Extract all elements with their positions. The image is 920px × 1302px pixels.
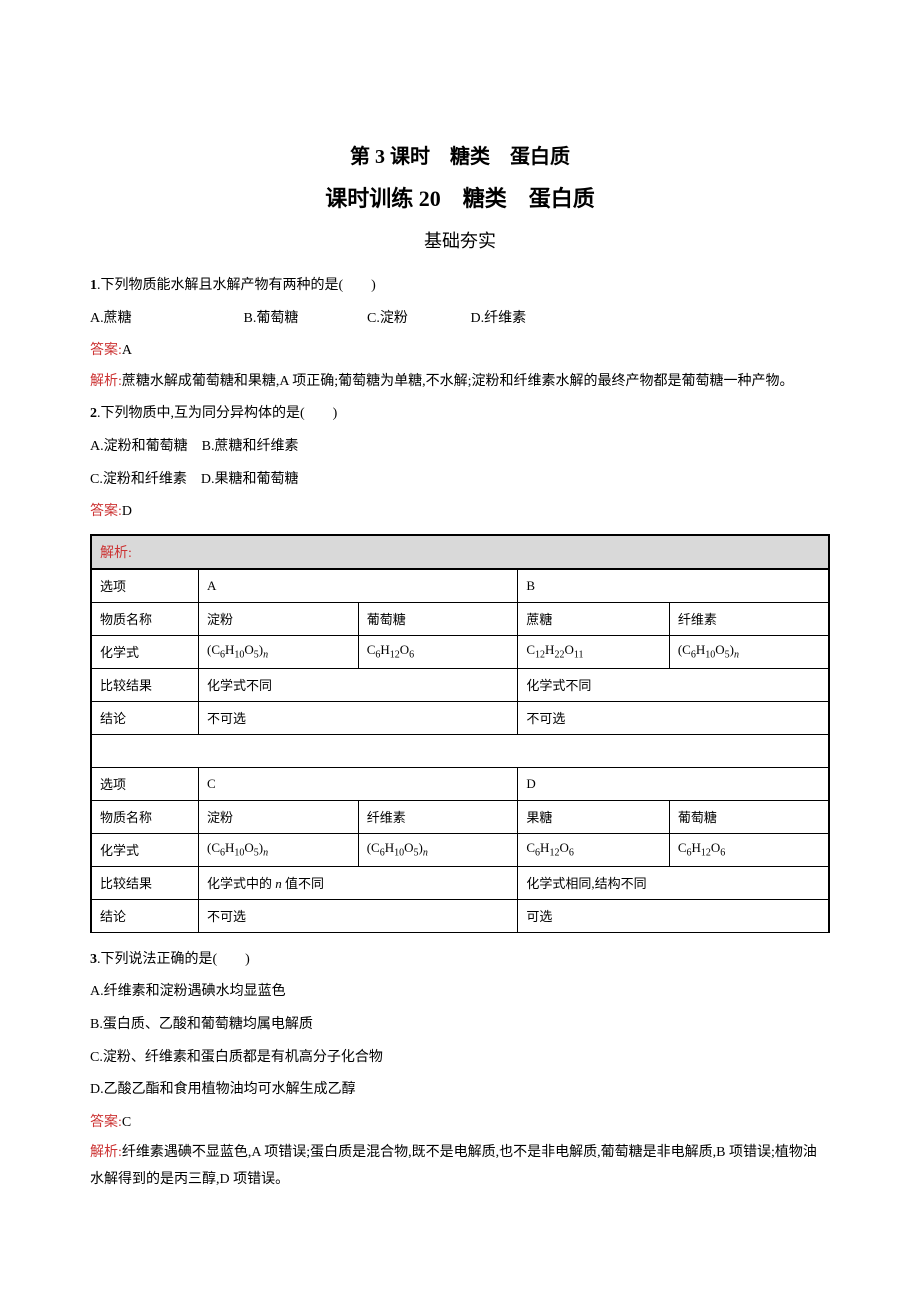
- q3-opt-d: D.乙酸乙酯和食用植物油均可水解生成乙醇: [90, 1077, 830, 1104]
- name-c2: 纤维素: [358, 800, 518, 833]
- q3-explanation: 解析:纤维素遇碘不显蓝色,A 项错误;蛋白质是混合物,既不是电解质,也不是非电解…: [90, 1140, 830, 1193]
- formula-a1: (C6H10O5)n: [199, 635, 359, 668]
- name-b2: 纤维素: [669, 602, 828, 635]
- q3-answer: 答案:C: [90, 1110, 830, 1137]
- compare-b: 化学式不同: [518, 668, 828, 701]
- answer-label: 答案:: [90, 504, 122, 519]
- q2-answer: 答案:D: [90, 499, 830, 526]
- col-d: D: [518, 767, 828, 800]
- lesson-title: 第 3 课时 糖类 蛋白质: [90, 140, 830, 169]
- col-b: B: [518, 569, 828, 602]
- answer-label: 答案:: [90, 1115, 122, 1130]
- row-label-conclusion: 结论: [92, 899, 199, 932]
- q1-opt-b: B.葡萄糖: [244, 306, 364, 333]
- q2-opt-d: D.果糖和葡萄糖: [201, 472, 299, 487]
- table-row: 选项 C D: [92, 767, 828, 800]
- row-label-name: 物质名称: [92, 602, 199, 635]
- row-label-formula: 化学式: [92, 833, 199, 866]
- training-title: 课时训练 20 糖类 蛋白质: [90, 181, 830, 213]
- comparison-table: 选项 A B 物质名称 淀粉 葡萄糖 蔗糖 纤维素 化学式 (C6H10O5)n…: [92, 569, 828, 933]
- table-row: 比较结果 化学式中的 n 值不同 化学式相同,结构不同: [92, 866, 828, 899]
- q2-number: 2: [90, 406, 97, 421]
- q1-stem: 1.下列物质能水解且水解产物有两种的是( ): [90, 273, 830, 300]
- row-label-compare: 比较结果: [92, 668, 199, 701]
- name-a2: 葡萄糖: [358, 602, 518, 635]
- table-row: 选项 A B: [92, 569, 828, 602]
- formula-b2: (C6H10O5)n: [669, 635, 828, 668]
- q1-explanation-text: 蔗糖水解成葡萄糖和果糖,A 项正确;葡萄糖为单糖,不水解;淀粉和纤维素水解的最终…: [122, 374, 794, 389]
- formula-c1: (C6H10O5)n: [199, 833, 359, 866]
- table-row: 结论 不可选 可选: [92, 899, 828, 932]
- explanation-label: 解析:: [90, 1145, 122, 1160]
- explanation-label: 解析:: [90, 374, 122, 389]
- row-label-name: 物质名称: [92, 800, 199, 833]
- q2-options-row2: C.淀粉和纤维素 D.果糖和葡萄糖: [90, 467, 830, 494]
- q3-answer-value: C: [122, 1115, 131, 1130]
- compare-c: 化学式中的 n 值不同: [199, 866, 518, 899]
- conclusion-a: 不可选: [199, 701, 518, 734]
- compare-a: 化学式不同: [199, 668, 518, 701]
- answer-label: 答案:: [90, 343, 122, 358]
- q3-number: 3: [90, 952, 97, 967]
- table-row: 物质名称 淀粉 葡萄糖 蔗糖 纤维素: [92, 602, 828, 635]
- formula-b1: C12H22O11: [518, 635, 669, 668]
- q3-explanation-text: 纤维素遇碘不显蓝色,A 项错误;蛋白质是混合物,既不是电解质,也不是非电解质,葡…: [90, 1145, 817, 1187]
- name-a1: 淀粉: [199, 602, 359, 635]
- page: 第 3 课时 糖类 蛋白质 课时训练 20 糖类 蛋白质 基础夯实 1.下列物质…: [0, 0, 920, 1258]
- q1-opt-c: C.淀粉: [367, 306, 467, 333]
- formula-d1: C6H12O6: [518, 833, 669, 866]
- q3-opt-b: B.蛋白质、乙酸和葡萄糖均属电解质: [90, 1012, 830, 1039]
- name-d1: 果糖: [518, 800, 669, 833]
- table-row: 比较结果 化学式不同 化学式不同: [92, 668, 828, 701]
- table-row: 化学式 (C6H10O5)n C6H12O6 C12H22O11 (C6H10O…: [92, 635, 828, 668]
- row-label-compare: 比较结果: [92, 866, 199, 899]
- q2-options-row1: A.淀粉和葡萄糖 B.蔗糖和纤维素: [90, 434, 830, 461]
- col-c: C: [199, 767, 518, 800]
- q1-explanation: 解析:蔗糖水解成葡萄糖和果糖,A 项正确;葡萄糖为单糖,不水解;淀粉和纤维素水解…: [90, 369, 830, 396]
- compare-d: 化学式相同,结构不同: [518, 866, 828, 899]
- conclusion-c: 不可选: [199, 899, 518, 932]
- section-title: 基础夯实: [90, 227, 830, 253]
- table-separator: [92, 734, 828, 767]
- q3-opt-a: A.纤维素和淀粉遇碘水均显蓝色: [90, 979, 830, 1006]
- q1-number: 1: [90, 278, 97, 293]
- q1-opt-d: D.纤维素: [471, 306, 527, 333]
- q2-opt-a: A.淀粉和葡萄糖: [90, 439, 188, 454]
- q3-opt-c: C.淀粉、纤维素和蛋白质都是有机高分子化合物: [90, 1045, 830, 1072]
- q3-stem-text: .下列说法正确的是( ): [97, 952, 250, 967]
- q1-stem-text: .下列物质能水解且水解产物有两种的是( ): [97, 278, 376, 293]
- name-c1: 淀粉: [199, 800, 359, 833]
- q2-answer-value: D: [122, 504, 132, 519]
- formula-a2: C6H12O6: [358, 635, 518, 668]
- q3-stem: 3.下列说法正确的是( ): [90, 947, 830, 974]
- q1-answer: 答案:A: [90, 338, 830, 365]
- row-label-conclusion: 结论: [92, 701, 199, 734]
- conclusion-b: 不可选: [518, 701, 828, 734]
- row-label-formula: 化学式: [92, 635, 199, 668]
- conclusion-d: 可选: [518, 899, 828, 932]
- col-a: A: [199, 569, 518, 602]
- row-label-option: 选项: [92, 767, 199, 800]
- analysis-table: 解析: 选项 A B 物质名称 淀粉 葡萄糖 蔗糖 纤维素 化学式 (C6H10…: [90, 534, 830, 933]
- table-row: 物质名称 淀粉 纤维素 果糖 葡萄糖: [92, 800, 828, 833]
- name-b1: 蔗糖: [518, 602, 669, 635]
- table-header-explanation: 解析:: [92, 536, 828, 569]
- formula-c2: (C6H10O5)n: [358, 833, 518, 866]
- formula-d2: C6H12O6: [669, 833, 828, 866]
- q2-opt-c: C.淀粉和纤维素: [90, 472, 187, 487]
- q1-answer-value: A: [122, 343, 132, 358]
- q2-stem: 2.下列物质中,互为同分异构体的是( ): [90, 401, 830, 428]
- q1-options: A.蔗糖 B.葡萄糖 C.淀粉 D.纤维素: [90, 306, 830, 333]
- q1-opt-a: A.蔗糖: [90, 306, 240, 333]
- q2-opt-b: B.蔗糖和纤维素: [202, 439, 299, 454]
- name-d2: 葡萄糖: [669, 800, 828, 833]
- table-row: 化学式 (C6H10O5)n (C6H10O5)n C6H12O6 C6H12O…: [92, 833, 828, 866]
- row-label-option: 选项: [92, 569, 199, 602]
- table-row: 结论 不可选 不可选: [92, 701, 828, 734]
- q2-stem-text: .下列物质中,互为同分异构体的是( ): [97, 406, 337, 421]
